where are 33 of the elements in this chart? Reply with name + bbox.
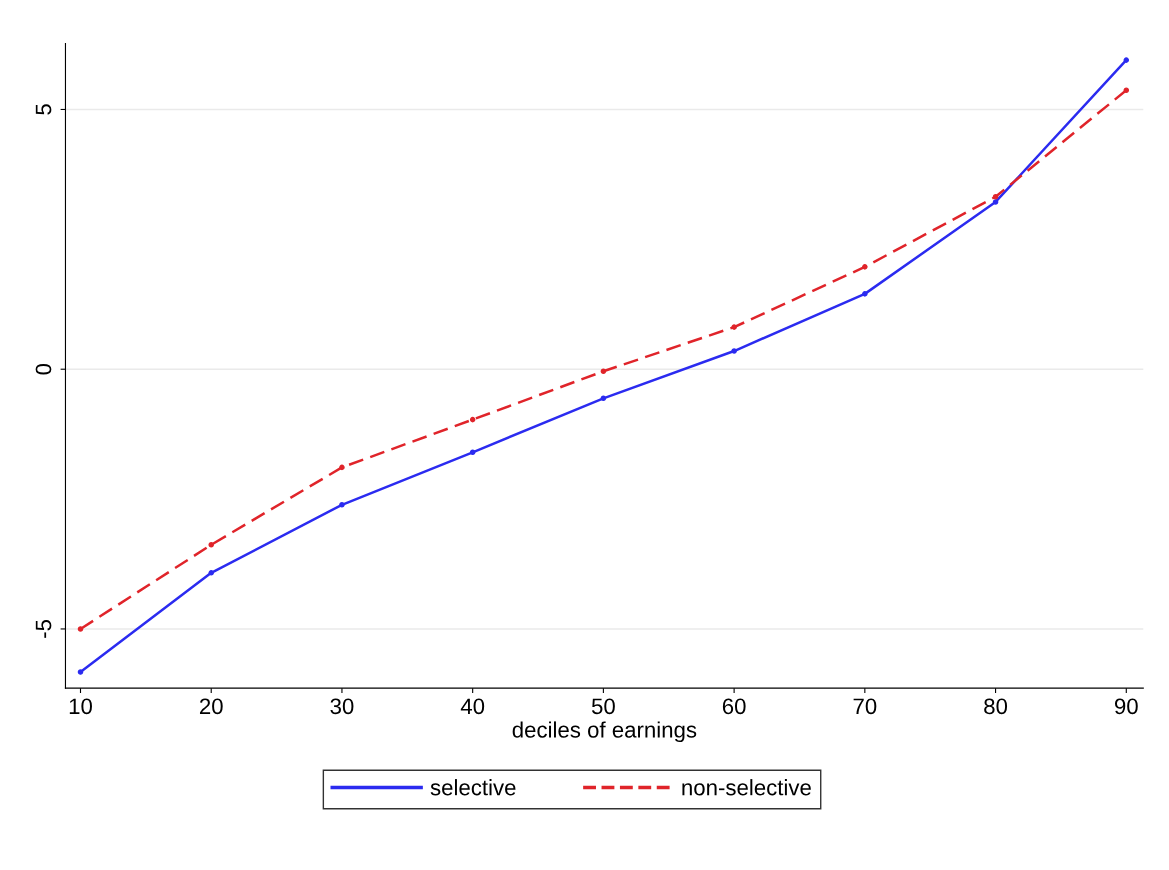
x-tick-label: 90 — [1114, 698, 1138, 715]
x-tick-label: 30 — [330, 698, 354, 715]
point — [208, 570, 214, 576]
x-tick-label: 60 — [722, 698, 746, 715]
point — [1123, 87, 1130, 94]
point — [469, 449, 476, 456]
x-tick-label: 10 — [69, 698, 92, 715]
x-tick-label: 80 — [984, 698, 1008, 715]
x-tick-label: 50 — [591, 698, 615, 715]
point — [469, 416, 476, 423]
legend-label: non-selective — [682, 779, 811, 796]
point — [862, 264, 868, 270]
point — [339, 464, 345, 471]
x-tick-label: 20 — [199, 698, 223, 715]
point — [992, 199, 999, 205]
point — [1123, 57, 1130, 63]
point — [77, 669, 84, 675]
point — [77, 626, 84, 632]
point — [600, 368, 607, 375]
point — [600, 395, 607, 402]
y-tick-label: 5 — [35, 104, 52, 115]
point — [731, 324, 737, 330]
y-tick-label: 0 — [35, 363, 52, 375]
point — [992, 193, 999, 200]
y-tick-label: -5 — [35, 620, 52, 638]
point — [731, 348, 737, 354]
point — [339, 502, 345, 508]
x-tick-label: 70 — [853, 698, 877, 715]
x-axis-title: deciles of earnings — [512, 721, 697, 743]
legend-label: selective — [430, 779, 516, 796]
point — [208, 542, 214, 548]
x-tick-label: 40 — [460, 698, 485, 715]
point — [862, 291, 868, 297]
